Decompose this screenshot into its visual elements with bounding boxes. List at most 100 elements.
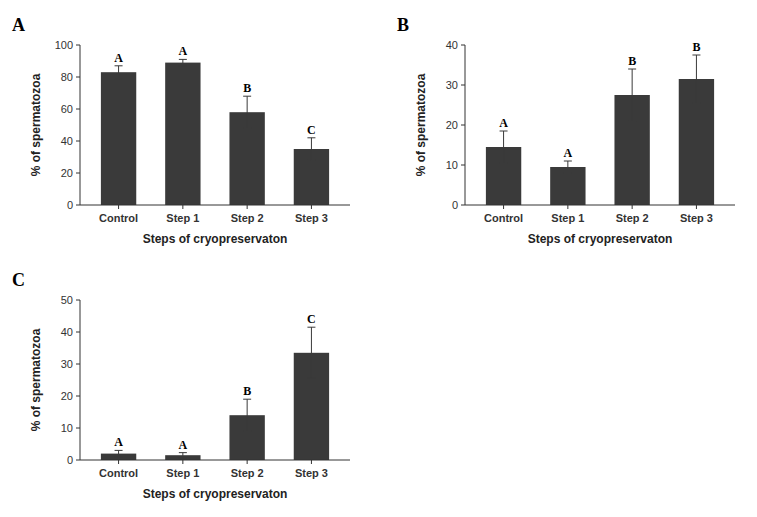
y-tick-label: 10 bbox=[446, 159, 458, 171]
significance-label: B bbox=[243, 384, 251, 398]
bar bbox=[550, 167, 585, 205]
y-tick bbox=[76, 77, 80, 78]
y-axis-label: % of spermatozoa bbox=[29, 73, 43, 176]
y-tick bbox=[461, 165, 465, 166]
y-tick bbox=[461, 205, 465, 206]
y-tick bbox=[76, 173, 80, 174]
chart-svg: AABC020406080100ControlStep 1Step 2Step … bbox=[0, 0, 757, 517]
x-tick-label: Step 3 bbox=[295, 467, 328, 479]
y-tick bbox=[461, 125, 465, 126]
error-bar bbox=[564, 161, 572, 173]
error-bar bbox=[628, 69, 636, 121]
y-tick-label: 20 bbox=[61, 390, 73, 402]
x-tick-label: Step 2 bbox=[616, 212, 649, 224]
x-tick bbox=[247, 205, 248, 209]
y-tick-label: 20 bbox=[446, 119, 458, 131]
y-axis-label: % of spermatozoa bbox=[29, 328, 43, 431]
x-tick-label: Step 1 bbox=[166, 212, 199, 224]
y-tick bbox=[76, 428, 80, 429]
panel: AABC020406080100ControlStep 1Step 2Step … bbox=[12, 15, 350, 246]
x-tick bbox=[311, 205, 312, 209]
significance-label: A bbox=[114, 435, 123, 449]
significance-label: A bbox=[499, 116, 508, 130]
x-tick bbox=[311, 460, 312, 464]
significance-label: A bbox=[179, 438, 188, 452]
x-axis-label: Steps of cryopreservaton bbox=[143, 487, 288, 501]
panel-label: A bbox=[12, 15, 25, 35]
x-tick-label: Step 3 bbox=[295, 212, 328, 224]
y-tick-label: 40 bbox=[61, 135, 73, 147]
y-tick-label: 30 bbox=[446, 79, 458, 91]
x-axis-label: Steps of cryopreservaton bbox=[528, 232, 673, 246]
y-tick bbox=[76, 460, 80, 461]
y-tick bbox=[76, 141, 80, 142]
y-tick-label: 100 bbox=[55, 39, 73, 51]
significance-label: A bbox=[179, 44, 188, 58]
x-tick bbox=[182, 460, 183, 464]
x-tick bbox=[247, 460, 248, 464]
x-tick-label: Step 1 bbox=[166, 467, 199, 479]
x-tick-label: Control bbox=[99, 467, 138, 479]
error-bar bbox=[307, 327, 315, 378]
bar bbox=[165, 63, 200, 205]
chart-container: AABC020406080100ControlStep 1Step 2Step … bbox=[0, 0, 757, 517]
x-tick-label: Step 2 bbox=[231, 467, 264, 479]
y-tick bbox=[76, 332, 80, 333]
significance-label: C bbox=[307, 123, 316, 137]
y-tick bbox=[76, 396, 80, 397]
x-tick bbox=[118, 205, 119, 209]
x-axis-line bbox=[80, 205, 350, 206]
x-tick-label: Step 1 bbox=[551, 212, 584, 224]
significance-label: A bbox=[564, 146, 573, 160]
y-tick-label: 0 bbox=[67, 199, 73, 211]
y-tick bbox=[76, 45, 80, 46]
y-axis-label: % of spermatozoa bbox=[414, 73, 428, 176]
y-tick bbox=[76, 364, 80, 365]
panel-label: B bbox=[397, 15, 409, 35]
significance-label: C bbox=[307, 312, 316, 326]
y-axis-line bbox=[80, 300, 81, 460]
x-tick bbox=[118, 460, 119, 464]
x-axis-line bbox=[80, 460, 350, 461]
y-tick-label: 20 bbox=[61, 167, 73, 179]
y-tick-label: 40 bbox=[446, 39, 458, 51]
error-bar bbox=[500, 131, 508, 163]
y-tick bbox=[76, 300, 80, 301]
y-tick bbox=[76, 205, 80, 206]
panel: A A B B 0 10 20 30 40 Control Step 1 Step 2 Step 3 St… bbox=[397, 15, 735, 246]
x-tick bbox=[567, 205, 568, 209]
x-axis-line bbox=[465, 205, 735, 206]
x-tick-label: Control bbox=[484, 212, 523, 224]
y-tick-label: 60 bbox=[61, 103, 73, 115]
y-tick-label: 0 bbox=[452, 199, 458, 211]
y-tick-label: 0 bbox=[67, 454, 73, 466]
plot-area bbox=[486, 55, 714, 205]
x-tick-label: Step 2 bbox=[231, 212, 264, 224]
significance-label: B bbox=[692, 40, 700, 54]
panel-label: C bbox=[12, 270, 25, 290]
x-tick bbox=[696, 205, 697, 209]
y-tick-label: 50 bbox=[61, 294, 73, 306]
x-tick bbox=[632, 205, 633, 209]
error-bar bbox=[307, 138, 315, 160]
significance-label: B bbox=[243, 81, 251, 95]
plot-area bbox=[101, 327, 329, 460]
y-tick-label: 30 bbox=[61, 358, 73, 370]
y-tick bbox=[76, 109, 80, 110]
error-bar bbox=[179, 59, 187, 65]
error-bar bbox=[243, 96, 251, 128]
error-bar bbox=[115, 450, 123, 456]
y-tick-label: 10 bbox=[61, 422, 73, 434]
plot-area bbox=[101, 59, 329, 205]
error-bar bbox=[692, 55, 700, 103]
significance-label: B bbox=[628, 54, 636, 68]
x-tick bbox=[182, 205, 183, 209]
x-tick bbox=[503, 205, 504, 209]
x-axis-label: Steps of cryopreservaton bbox=[143, 232, 288, 246]
bar bbox=[101, 72, 136, 205]
x-tick-label: Step 3 bbox=[680, 212, 713, 224]
y-tick bbox=[461, 85, 465, 86]
x-tick-label: Control bbox=[99, 212, 138, 224]
y-tick bbox=[461, 45, 465, 46]
error-bar bbox=[243, 399, 251, 431]
